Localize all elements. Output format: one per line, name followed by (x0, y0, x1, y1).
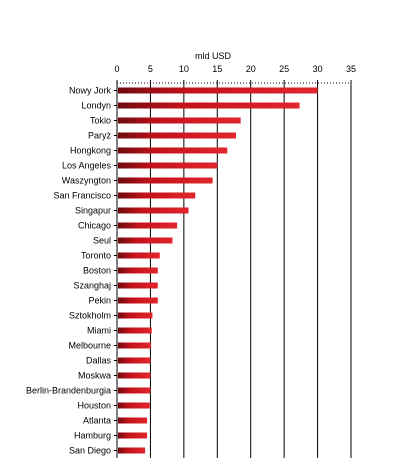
category-label: Paryż (88, 131, 112, 141)
category-label: Houston (77, 401, 111, 411)
category-label: Melbourne (68, 341, 111, 351)
bar (118, 237, 173, 244)
category-label: Dallas (86, 356, 112, 366)
x-tick-label: 10 (179, 64, 189, 74)
bar (118, 87, 318, 94)
category-label: Singapur (75, 206, 111, 216)
x-tick-label: 0 (114, 64, 119, 74)
category-label: Szanghaj (73, 281, 111, 291)
category-label: Atlanta (83, 416, 111, 426)
bar (118, 252, 160, 259)
bar (118, 132, 237, 139)
category-label: Chicago (78, 221, 111, 231)
bar (118, 447, 146, 454)
bar (118, 207, 189, 214)
category-label: Pekin (88, 296, 111, 306)
bar (118, 147, 228, 154)
category-label: San Francisco (53, 191, 111, 201)
axis-unit-label: mld USD (195, 51, 232, 61)
bar (118, 102, 300, 109)
bar (118, 342, 152, 349)
category-label: San Diego (69, 446, 111, 456)
bars (118, 87, 318, 454)
bar (118, 117, 241, 124)
bar (118, 312, 153, 319)
bar (118, 432, 148, 439)
x-tick-label: 20 (246, 64, 256, 74)
bar (118, 162, 218, 169)
bar (118, 177, 213, 184)
category-label: Londyn (81, 101, 111, 111)
grid-lines (149, 83, 352, 458)
bar (118, 192, 196, 199)
bar (118, 282, 158, 289)
category-label: Nowy Jork (69, 86, 112, 96)
category-label: Tokio (90, 116, 111, 126)
category-label: Berlin-Brandenburgia (26, 386, 111, 396)
category-label: Miami (87, 326, 111, 336)
axes (114, 80, 352, 458)
bar (118, 417, 148, 424)
category-label: Los Angeles (62, 161, 112, 171)
category-labels: Nowy Jork Londyn Tokio Paryż Hongkong Los Ang… (26, 86, 112, 456)
x-tick-label: 15 (212, 64, 222, 74)
x-tick-labels: 0 5 10 15 20 25 30 35 (114, 64, 356, 74)
bar (118, 357, 151, 364)
bar (118, 327, 152, 334)
category-label: Moskwa (78, 371, 111, 381)
bar (118, 372, 151, 379)
bar (118, 297, 158, 304)
x-tick-label: 25 (279, 64, 289, 74)
category-label: Toronto (81, 251, 111, 261)
bar (118, 267, 158, 274)
category-label: Seul (93, 236, 111, 246)
bar (118, 402, 150, 409)
x-tick-label: 30 (313, 64, 323, 74)
bar (118, 387, 151, 394)
category-label: Waszyngton (62, 176, 111, 186)
x-tick-label: 35 (346, 64, 356, 74)
category-label: Boston (83, 266, 111, 276)
x-tick-label: 5 (148, 64, 153, 74)
category-label: Hongkong (70, 146, 111, 156)
category-label: Hamburg (74, 431, 111, 441)
bar (118, 222, 178, 229)
category-label: Sztokholm (69, 311, 111, 321)
